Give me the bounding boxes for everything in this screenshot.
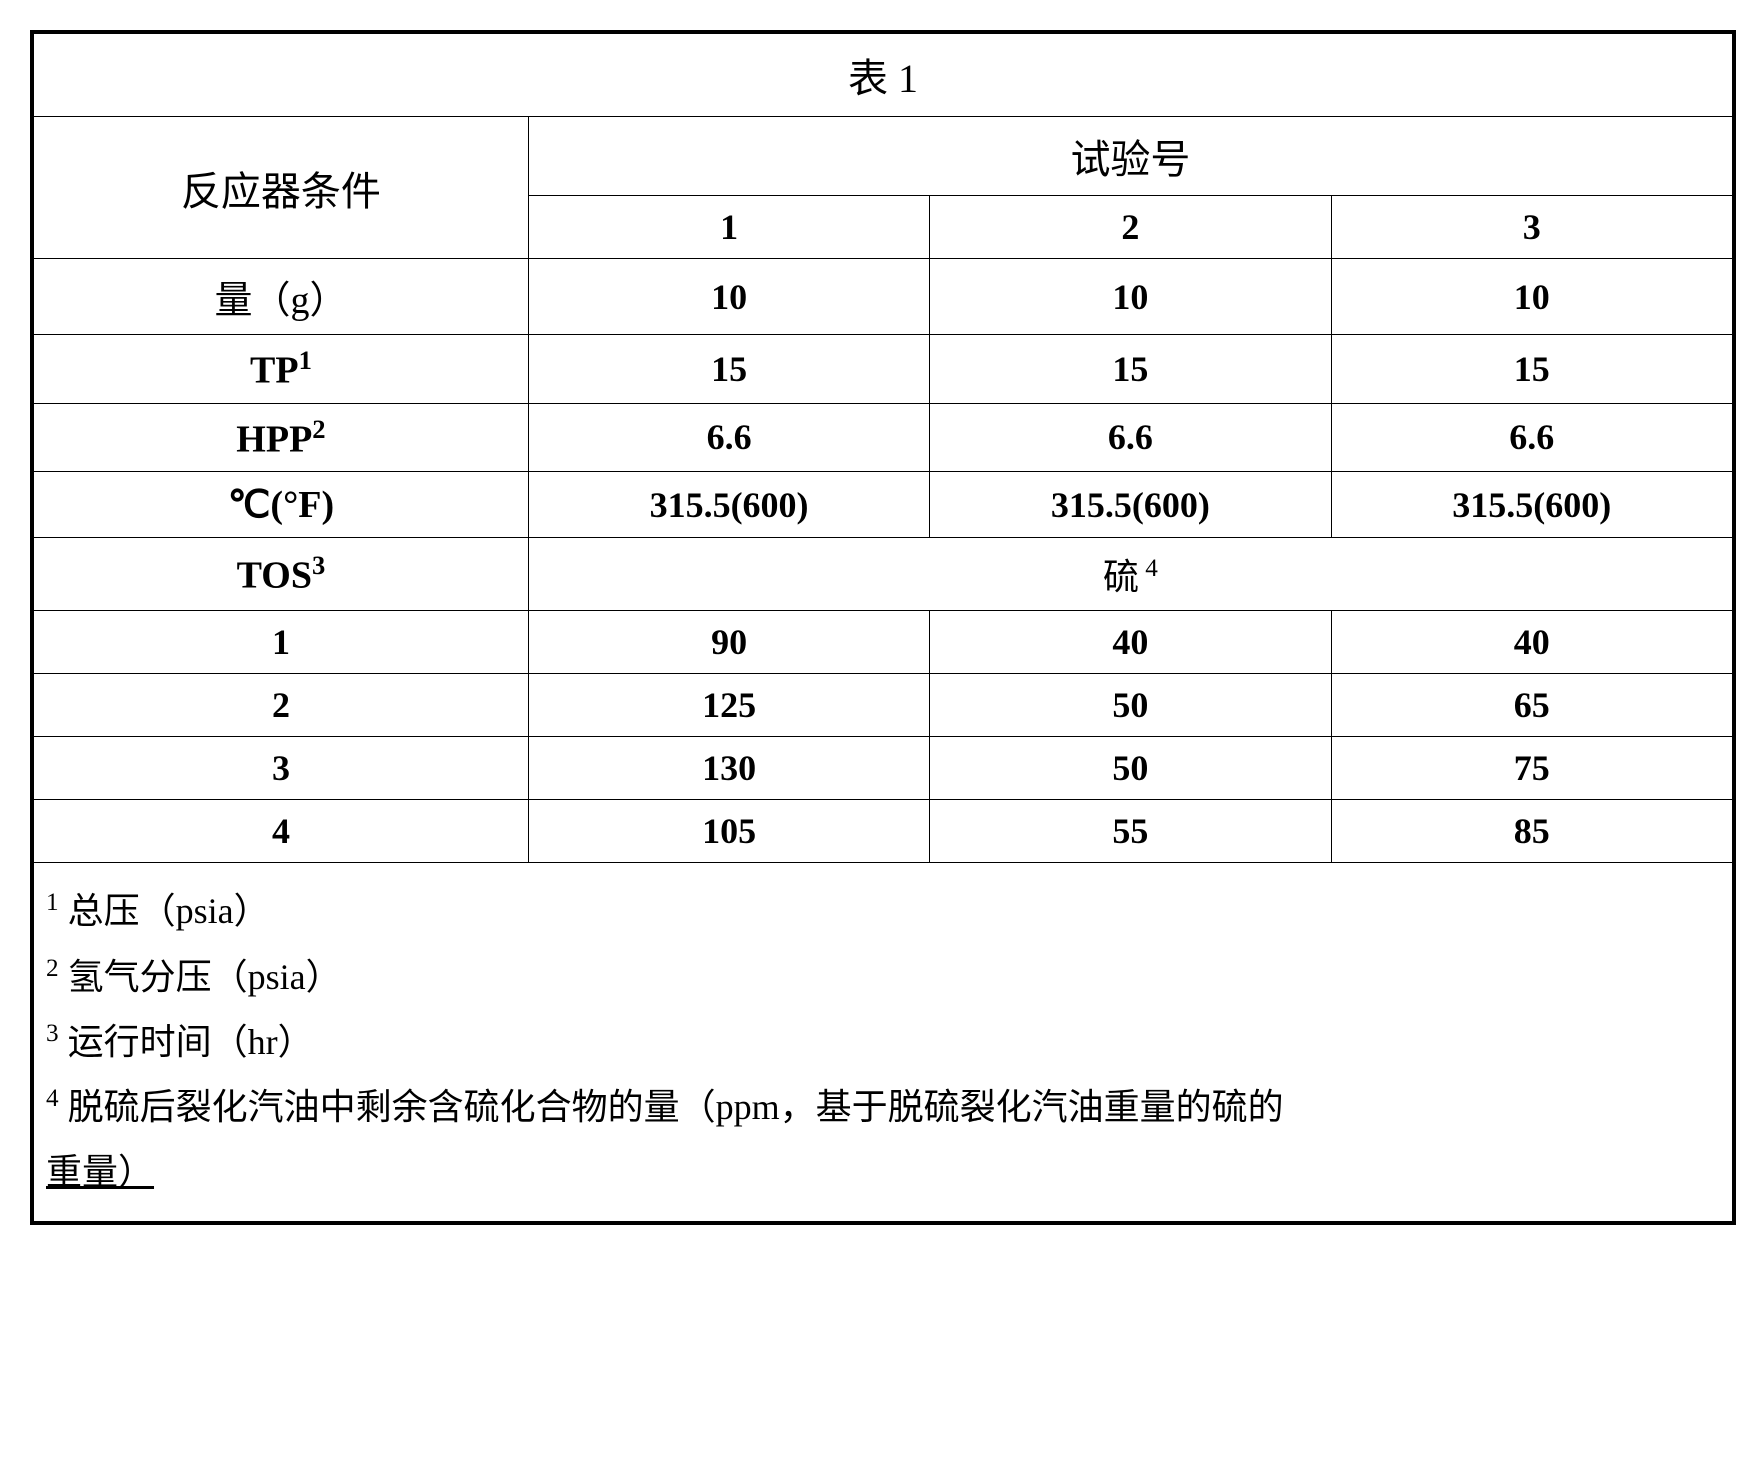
row-3-label: 3: [34, 737, 529, 800]
fn4b-text: 重量）: [46, 1152, 154, 1192]
row-temp-c1: 315.5(600): [528, 472, 929, 538]
row-4-label: 4: [34, 800, 529, 863]
fn2-text: 氢气分压（psia）: [59, 957, 342, 997]
row-1: 1 90 40 40: [34, 611, 1733, 674]
row-2-c2: 50: [930, 674, 1331, 737]
header-right: 试验号: [528, 117, 1732, 196]
sulfur-sup: 4: [1139, 555, 1158, 582]
footnote-2: 2 氢气分压（psia）: [46, 947, 1720, 1008]
row-amount: 量（g） 10 10 10: [34, 259, 1733, 335]
data-table: 表 1 反应器条件 试验号 1 2 3 量（g） 10 10 10 TP1 15…: [33, 33, 1733, 1222]
table-title: 表 1: [34, 34, 1733, 117]
row-tos: TOS3 硫 4: [34, 538, 1733, 611]
footnote-3: 3 运行时间（hr）: [46, 1012, 1720, 1073]
row-3: 3 130 50 75: [34, 737, 1733, 800]
row-temp-c2: 315.5(600): [930, 472, 1331, 538]
row-hpp-label: HPP2: [34, 403, 529, 472]
row-tos-label: TOS3: [34, 538, 529, 611]
header-left: 反应器条件: [34, 117, 529, 259]
sulfur-text: 硫: [1103, 557, 1139, 597]
fn4-text: 脱硫后裂化汽油中剩余含硫化合物的量（ppm，基于脱硫裂化汽油重量的硫的: [59, 1087, 1284, 1127]
row-amount-c1: 10: [528, 259, 929, 335]
row-hpp-c3: 6.6: [1331, 403, 1732, 472]
row-tos-right: 硫 4: [528, 538, 1732, 611]
row-amount-label: 量（g）: [34, 259, 529, 335]
row-4: 4 105 55 85: [34, 800, 1733, 863]
fn3-sup: 3: [46, 1020, 59, 1047]
table-container: 表 1 反应器条件 试验号 1 2 3 量（g） 10 10 10 TP1 15…: [30, 30, 1736, 1225]
fn2-sup: 2: [46, 955, 59, 982]
row-3-c1: 130: [528, 737, 929, 800]
hpp-text: HPP: [236, 418, 312, 460]
footnote-4b: 重量）: [46, 1142, 1720, 1203]
footnote-4: 4 脱硫后裂化汽油中剩余含硫化合物的量（ppm，基于脱硫裂化汽油重量的硫的: [46, 1077, 1720, 1138]
row-2-c1: 125: [528, 674, 929, 737]
row-4-c2: 55: [930, 800, 1331, 863]
fn1-text: 总压（psia）: [59, 891, 270, 931]
row-1-c3: 40: [1331, 611, 1732, 674]
row-2-label: 2: [34, 674, 529, 737]
col-header-2: 2: [930, 196, 1331, 259]
header-row-1: 反应器条件 试验号: [34, 117, 1733, 196]
row-tp-c1: 15: [528, 335, 929, 404]
row-2: 2 125 50 65: [34, 674, 1733, 737]
footnotes-cell: 1 总压（psia） 2 氢气分压（psia） 3 运行时间（hr） 4 脱硫后…: [34, 863, 1733, 1222]
row-tp: TP1 15 15 15: [34, 335, 1733, 404]
fn3-text: 运行时间（hr）: [59, 1022, 314, 1062]
col-header-1: 1: [528, 196, 929, 259]
row-amount-c2: 10: [930, 259, 1331, 335]
hpp-sup: 2: [312, 414, 325, 444]
row-4-c1: 105: [528, 800, 929, 863]
tos-sup: 3: [312, 550, 325, 580]
row-3-c2: 50: [930, 737, 1331, 800]
fn4-sup: 4: [46, 1085, 59, 1112]
row-temp: ℃(°F) 315.5(600) 315.5(600) 315.5(600): [34, 472, 1733, 538]
fn1-sup: 1: [46, 889, 59, 916]
tos-text: TOS: [237, 555, 312, 597]
row-4-c3: 85: [1331, 800, 1732, 863]
row-hpp-c1: 6.6: [528, 403, 929, 472]
row-temp-c3: 315.5(600): [1331, 472, 1732, 538]
row-hpp-c2: 6.6: [930, 403, 1331, 472]
row-2-c3: 65: [1331, 674, 1732, 737]
row-amount-c3: 10: [1331, 259, 1732, 335]
tp-sup: 1: [299, 345, 312, 375]
row-tp-c2: 15: [930, 335, 1331, 404]
row-tp-label: TP1: [34, 335, 529, 404]
tp-text: TP: [250, 350, 299, 392]
row-tp-c3: 15: [1331, 335, 1732, 404]
title-row: 表 1: [34, 34, 1733, 117]
row-3-c3: 75: [1331, 737, 1732, 800]
row-temp-label: ℃(°F): [34, 472, 529, 538]
row-1-label: 1: [34, 611, 529, 674]
row-1-c1: 90: [528, 611, 929, 674]
footnotes-row: 1 总压（psia） 2 氢气分压（psia） 3 运行时间（hr） 4 脱硫后…: [34, 863, 1733, 1222]
footnote-1: 1 总压（psia）: [46, 881, 1720, 942]
col-header-3: 3: [1331, 196, 1732, 259]
row-1-c2: 40: [930, 611, 1331, 674]
row-hpp: HPP2 6.6 6.6 6.6: [34, 403, 1733, 472]
